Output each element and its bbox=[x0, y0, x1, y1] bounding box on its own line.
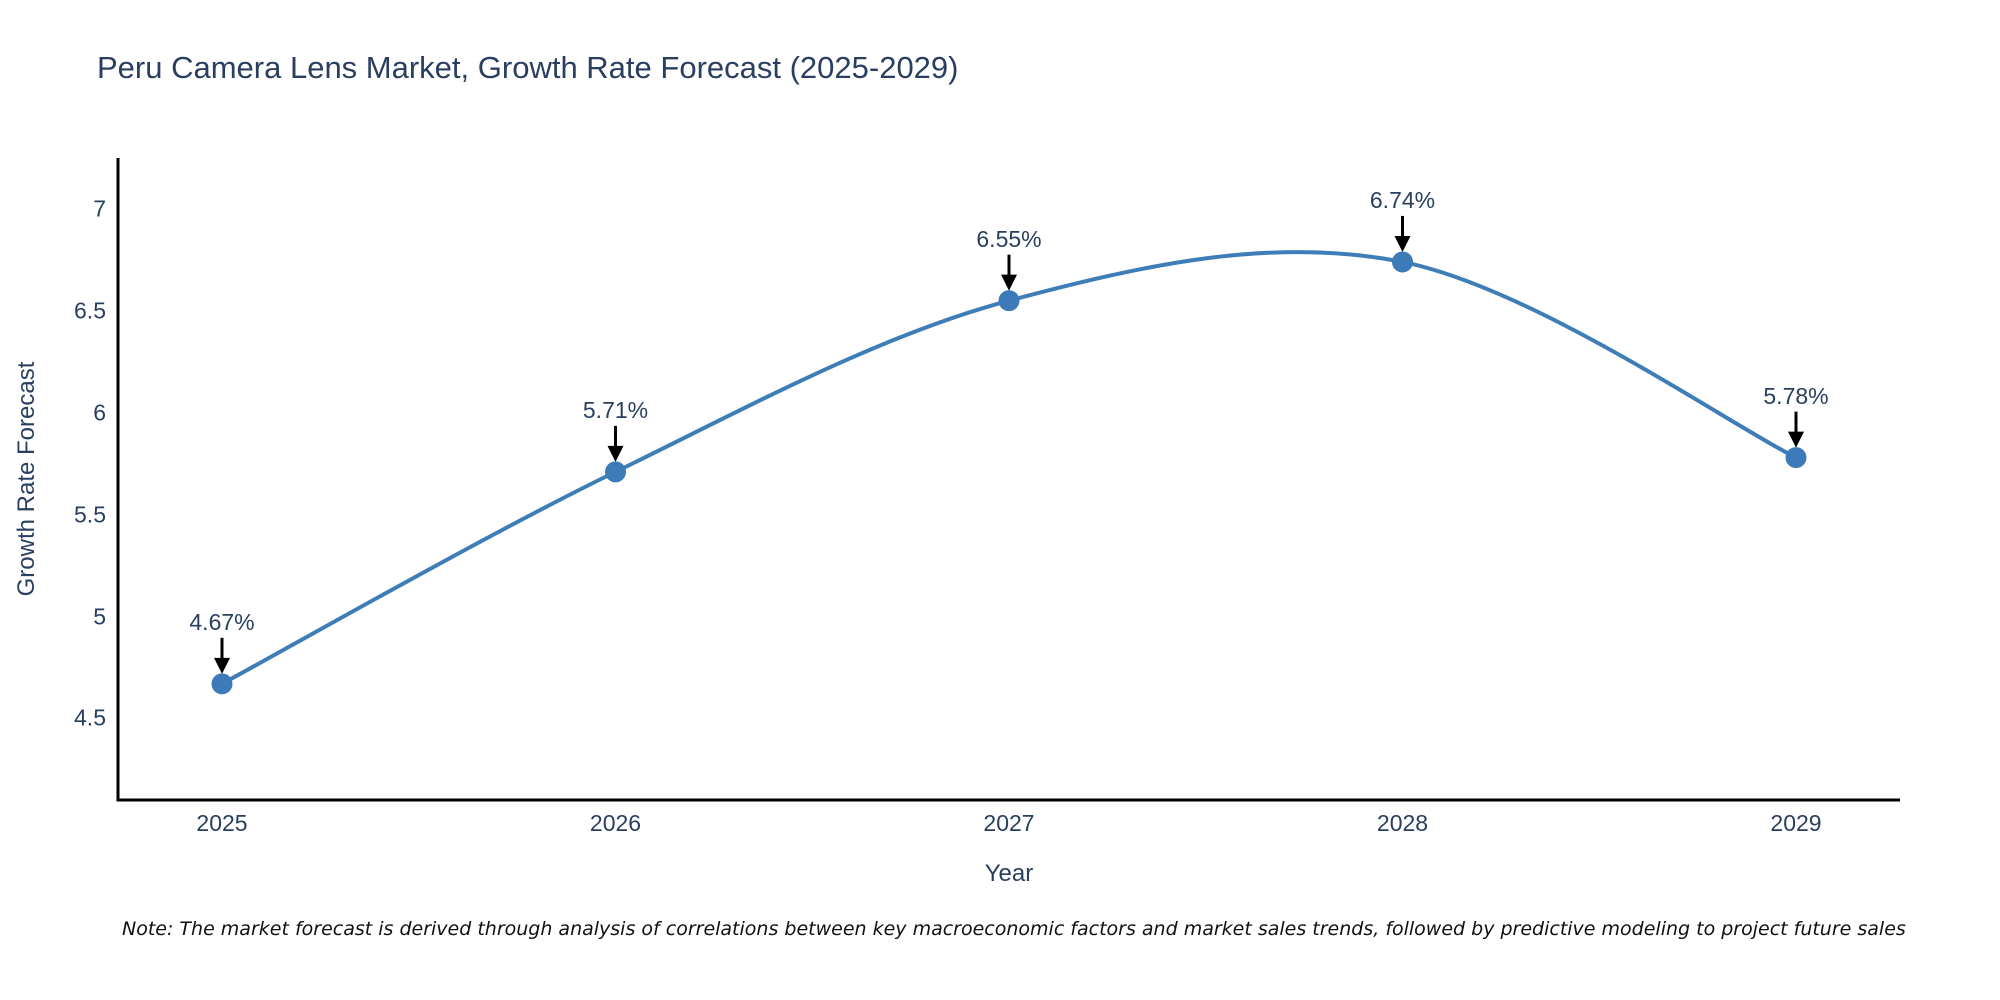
data-point-2028 bbox=[1392, 251, 1413, 273]
data-point-2026 bbox=[605, 461, 626, 483]
point-value-label: 5.78% bbox=[1763, 382, 1829, 409]
data-point-markers bbox=[211, 251, 1807, 695]
y-tick-label: 5.5 bbox=[74, 501, 106, 528]
x-tick-label: 2027 bbox=[983, 810, 1035, 836]
data-point-2027 bbox=[998, 290, 1020, 312]
y-tick-label: 5 bbox=[93, 603, 106, 630]
y-tick-label: 6 bbox=[93, 399, 106, 426]
y-tick-label: 7 bbox=[93, 195, 106, 222]
point-value-label: 4.67% bbox=[189, 608, 255, 635]
x-tick-label: 2025 bbox=[196, 810, 248, 836]
data-point-2025 bbox=[211, 673, 233, 695]
y-axis-title: Growth Rate Forecast bbox=[13, 361, 40, 597]
point-value-label: 6.55% bbox=[976, 225, 1042, 252]
x-axis-title: Year bbox=[984, 860, 1034, 887]
chart-title: Peru Camera Lens Market, Growth Rate For… bbox=[97, 50, 959, 85]
annotation-arrows bbox=[214, 215, 1804, 674]
trend-line bbox=[221, 250, 1797, 686]
footnote: Note: The market forecast is derived thr… bbox=[122, 918, 1906, 940]
y-tick-label: 6.5 bbox=[74, 297, 106, 324]
x-tick-label: 2026 bbox=[589, 810, 642, 836]
y-tick-label: 4.5 bbox=[74, 704, 106, 731]
x-tick-label: 2028 bbox=[1376, 810, 1429, 836]
axes bbox=[116, 158, 1900, 802]
point-value-label: 5.71% bbox=[582, 396, 649, 423]
x-tick-label: 2029 bbox=[1770, 810, 1822, 836]
data-point-2029 bbox=[1785, 447, 1807, 469]
point-value-label: 6.74% bbox=[1369, 186, 1436, 213]
